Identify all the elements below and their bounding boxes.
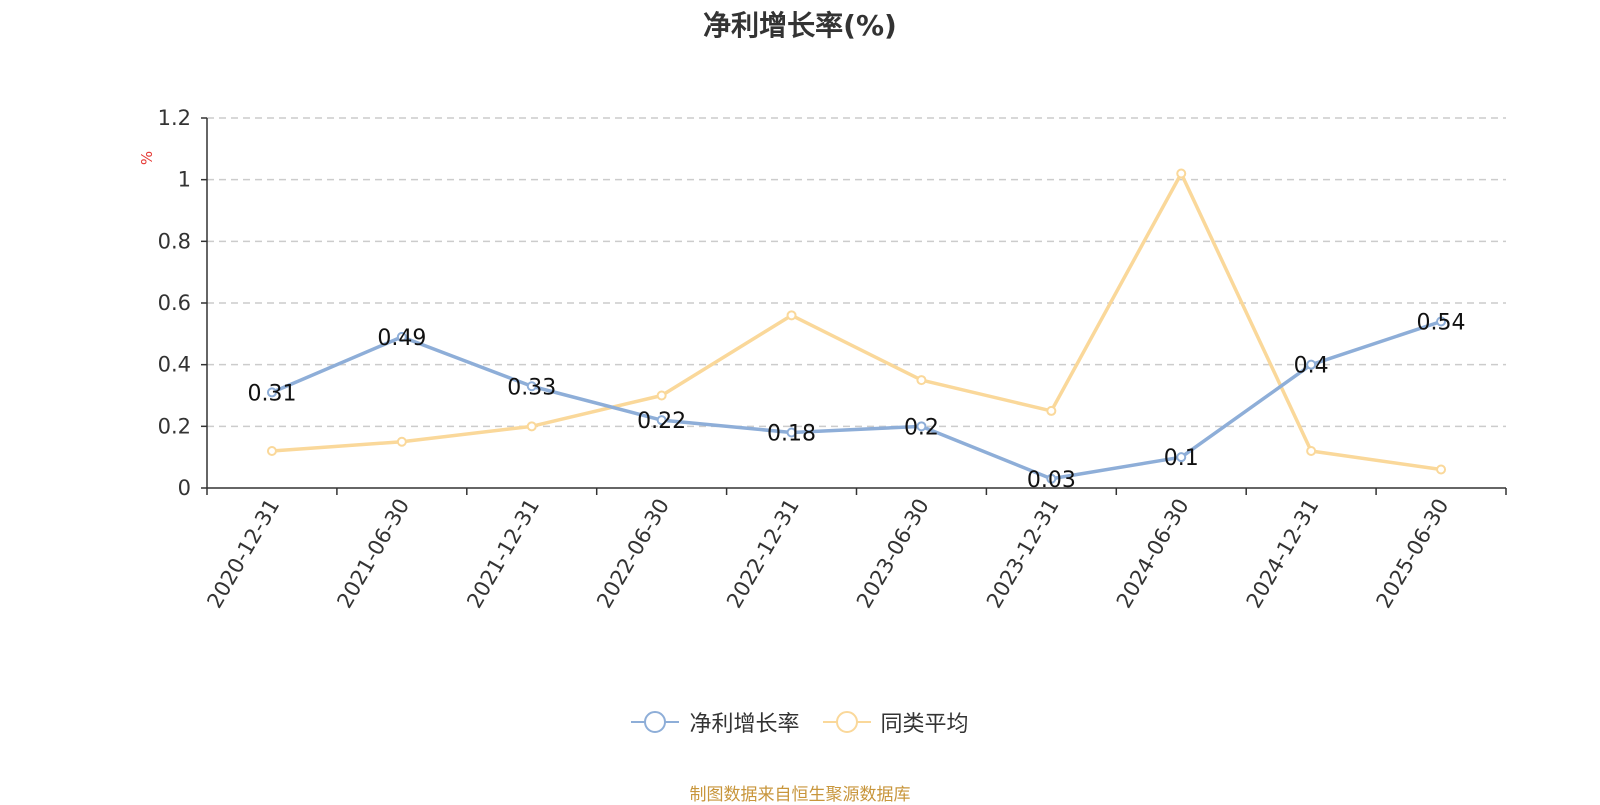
- data-label: 0.03: [1027, 468, 1076, 493]
- x-tick-label: 2021-12-31: [462, 495, 544, 613]
- legend-label: 净利增长率: [689, 712, 800, 737]
- x-tick-label: 2020-12-31: [202, 495, 284, 613]
- data-point: [1176, 168, 1187, 179]
- legend-item-peer-average[interactable]: 同类平均: [822, 706, 969, 738]
- data-point: [396, 331, 407, 342]
- y-axis-label: %: [138, 151, 156, 165]
- y-tick-label: 1: [178, 168, 191, 192]
- data-point: [656, 415, 667, 426]
- x-tick-label: 2025-06-30: [1372, 495, 1454, 613]
- data-label: 0.18: [767, 422, 816, 447]
- legend-label: 同类平均: [880, 712, 969, 737]
- data-point: [266, 387, 277, 398]
- data-label: 0.33: [507, 375, 556, 400]
- y-tick-label: 0: [178, 476, 191, 500]
- data-label: 0.4: [1294, 354, 1329, 379]
- legend-item-net-profit-growth[interactable]: 净利增长率: [631, 706, 800, 738]
- data-label: 0.1: [1164, 446, 1199, 471]
- x-tick-label: 2022-06-30: [592, 495, 674, 613]
- x-tick-label: 2024-12-31: [1242, 495, 1324, 613]
- data-point: [266, 446, 277, 456]
- data-label: 0.54: [1417, 311, 1466, 336]
- x-tick-label: 2023-06-30: [852, 494, 934, 612]
- x-tick-label: 2024-06-30: [1112, 495, 1194, 613]
- data-point: [1306, 359, 1317, 370]
- x-tick-label: 2023-12-31: [982, 495, 1064, 613]
- legend-swatch-icon: [822, 710, 871, 734]
- data-label: 0.22: [637, 409, 686, 434]
- y-tick-label: 1.2: [158, 106, 191, 130]
- legend: 净利增长率 同类平均: [0, 706, 1600, 740]
- y-tick-label: 0.2: [158, 414, 191, 438]
- data-point: [656, 390, 667, 401]
- data-point: [916, 421, 927, 432]
- data-point: [1046, 405, 1057, 416]
- data-point: [786, 310, 797, 321]
- series-line: [270, 319, 1443, 481]
- data-label: 0.31: [247, 381, 296, 406]
- series-line: [270, 171, 1443, 472]
- chart-title: 净利增长率(%): [703, 9, 897, 42]
- x-tick-label: 2021-06-30: [332, 494, 414, 612]
- x-tick-label: 2022-12-31: [722, 495, 804, 613]
- data-point: [916, 375, 927, 386]
- data-point: [526, 381, 537, 392]
- data-point: [1176, 452, 1187, 463]
- data-point: [396, 436, 407, 447]
- data-point: [526, 421, 537, 432]
- data-label: 0.49: [377, 326, 426, 351]
- y-tick-label: 0.6: [158, 291, 191, 315]
- data-point: [1306, 446, 1317, 456]
- data-point: [1436, 316, 1447, 327]
- legend-swatch-icon: [631, 710, 680, 734]
- y-tick-label: 0.4: [158, 353, 191, 377]
- data-point: [786, 427, 797, 438]
- data-source-note: 制图数据来自恒生聚源数据库: [689, 785, 911, 805]
- y-tick-label: 0.8: [158, 229, 191, 253]
- data-point: [1046, 473, 1057, 484]
- data-point: [1436, 464, 1447, 475]
- data-label: 0.2: [904, 415, 939, 440]
